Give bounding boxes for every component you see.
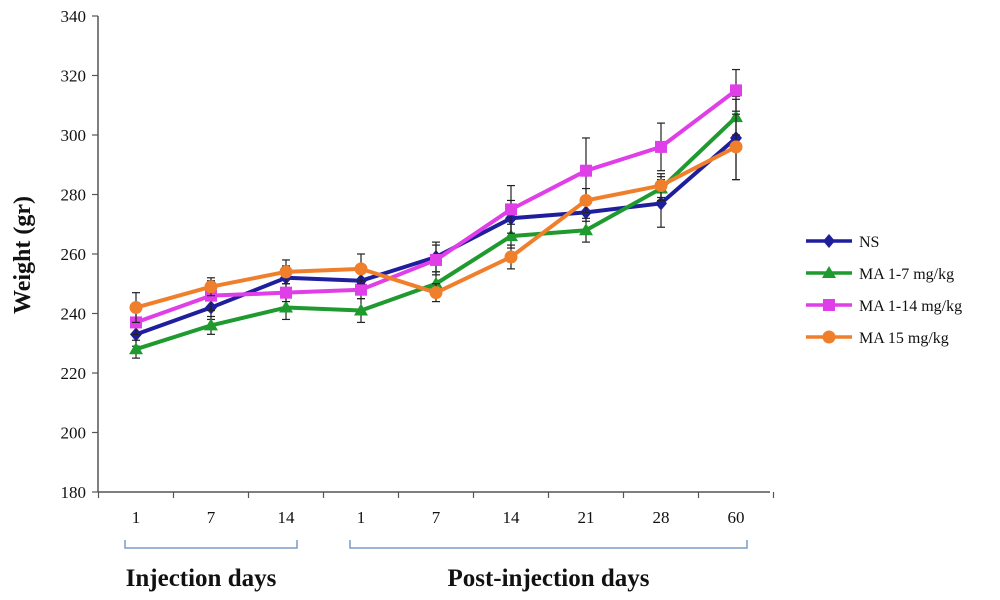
legend-swatch-marker bbox=[822, 266, 836, 278]
data-point bbox=[430, 253, 442, 266]
group-label: Injection days bbox=[126, 565, 277, 592]
series-ma-15-mg-kg bbox=[129, 113, 743, 324]
x-tick-label: 7 bbox=[207, 508, 216, 527]
data-point bbox=[279, 300, 293, 313]
y-tick-label: 320 bbox=[61, 67, 87, 86]
data-point bbox=[204, 318, 218, 331]
legend-item: NS bbox=[806, 234, 879, 251]
group-label: Post-injection days bbox=[447, 565, 649, 592]
group-bracket bbox=[349, 540, 748, 549]
data-point bbox=[280, 286, 292, 299]
data-point bbox=[579, 223, 593, 236]
y-axis-ticks: 180 200 220 240 260 280 300 320 340 bbox=[61, 7, 98, 502]
y-tick-label: 240 bbox=[61, 305, 87, 324]
data-point bbox=[204, 280, 218, 294]
x-tick-label: 1 bbox=[357, 508, 366, 527]
x-tick-label: 7 bbox=[432, 508, 441, 527]
series-ma-1-7-mg-kg bbox=[129, 98, 743, 359]
series-ns bbox=[130, 95, 742, 347]
y-tick-label: 180 bbox=[61, 483, 87, 502]
data-point bbox=[730, 84, 742, 97]
legend-item: MA 15 mg/kg bbox=[806, 330, 949, 347]
data-point bbox=[504, 229, 518, 242]
data-point bbox=[429, 286, 443, 300]
data-point bbox=[654, 179, 668, 193]
data-point bbox=[579, 193, 593, 207]
y-tick-label: 220 bbox=[61, 364, 87, 383]
legend-swatch-marker bbox=[822, 330, 836, 344]
data-point bbox=[129, 301, 143, 315]
legend-swatch-marker bbox=[823, 234, 835, 248]
series-line bbox=[135, 136, 738, 337]
x-axis-groups: Injection days Post-injection days bbox=[124, 540, 748, 592]
y-tick-label: 280 bbox=[61, 186, 87, 205]
data-point bbox=[279, 265, 293, 279]
data-point bbox=[354, 303, 368, 316]
data-point bbox=[505, 203, 517, 216]
legend-swatch-marker bbox=[823, 299, 835, 311]
x-axis-ticks: 1 7 14 1 7 14 21 28 60 bbox=[97, 492, 775, 527]
x-tick-label: 28 bbox=[653, 508, 670, 527]
data-point bbox=[655, 140, 667, 153]
y-axis-label: Weight (gr) bbox=[10, 196, 36, 314]
x-tick-label: 60 bbox=[728, 508, 745, 527]
y-tick-label: 260 bbox=[61, 245, 87, 264]
data-point bbox=[429, 276, 443, 289]
y-tick-label: 340 bbox=[61, 7, 87, 26]
data-point bbox=[504, 250, 518, 264]
legend-item: MA 1-7 mg/kg bbox=[806, 266, 954, 283]
group-bracket bbox=[124, 540, 298, 549]
legend: NS MA 1-7 mg/kg MA 1-14 mg/kg MA 15 mg/kg bbox=[806, 234, 962, 347]
data-point bbox=[129, 342, 143, 355]
legend-item: MA 1-14 mg/kg bbox=[806, 298, 962, 315]
series-layer bbox=[129, 68, 743, 359]
legend-label: MA 15 mg/kg bbox=[859, 330, 949, 347]
x-tick-label: 1 bbox=[132, 508, 141, 527]
data-point bbox=[355, 283, 367, 296]
data-point bbox=[354, 262, 368, 276]
x-tick-label: 14 bbox=[278, 508, 296, 527]
data-point bbox=[580, 164, 592, 177]
y-tick-label: 200 bbox=[61, 424, 87, 443]
legend-label: MA 1-14 mg/kg bbox=[859, 298, 962, 315]
x-tick-label: 21 bbox=[578, 508, 595, 527]
legend-label: NS bbox=[859, 234, 879, 251]
x-tick-label: 14 bbox=[503, 508, 521, 527]
data-point bbox=[729, 140, 743, 154]
legend-label: MA 1-7 mg/kg bbox=[859, 266, 954, 283]
y-tick-label: 300 bbox=[61, 126, 87, 145]
